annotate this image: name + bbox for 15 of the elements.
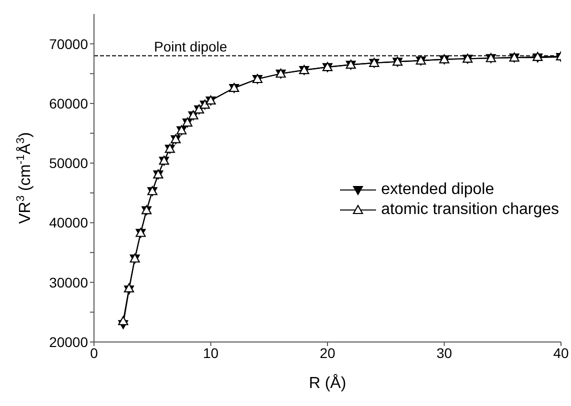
x-axis-title: R (Å) (308, 374, 346, 392)
y-tick-label: 40000 (49, 214, 88, 231)
ref-line-label: Point dipole (154, 38, 228, 55)
legend-label: extended dipole (381, 180, 494, 200)
x-tick-label: 10 (202, 344, 219, 361)
x-tick-label: 0 (90, 344, 98, 361)
x-tick-label: 20 (320, 344, 336, 361)
y-tick-label: 20000 (49, 334, 88, 350)
y-tick-label: 30000 (49, 274, 88, 290)
x-tick-label: 30 (436, 344, 452, 361)
legend-label: atomic transition charges (381, 200, 559, 220)
y-tick-label: 70000 (49, 36, 88, 52)
x-tick-label: 40 (553, 344, 569, 361)
y-tick-label: 60000 (49, 95, 88, 112)
y-tick-label: 50000 (49, 155, 88, 172)
